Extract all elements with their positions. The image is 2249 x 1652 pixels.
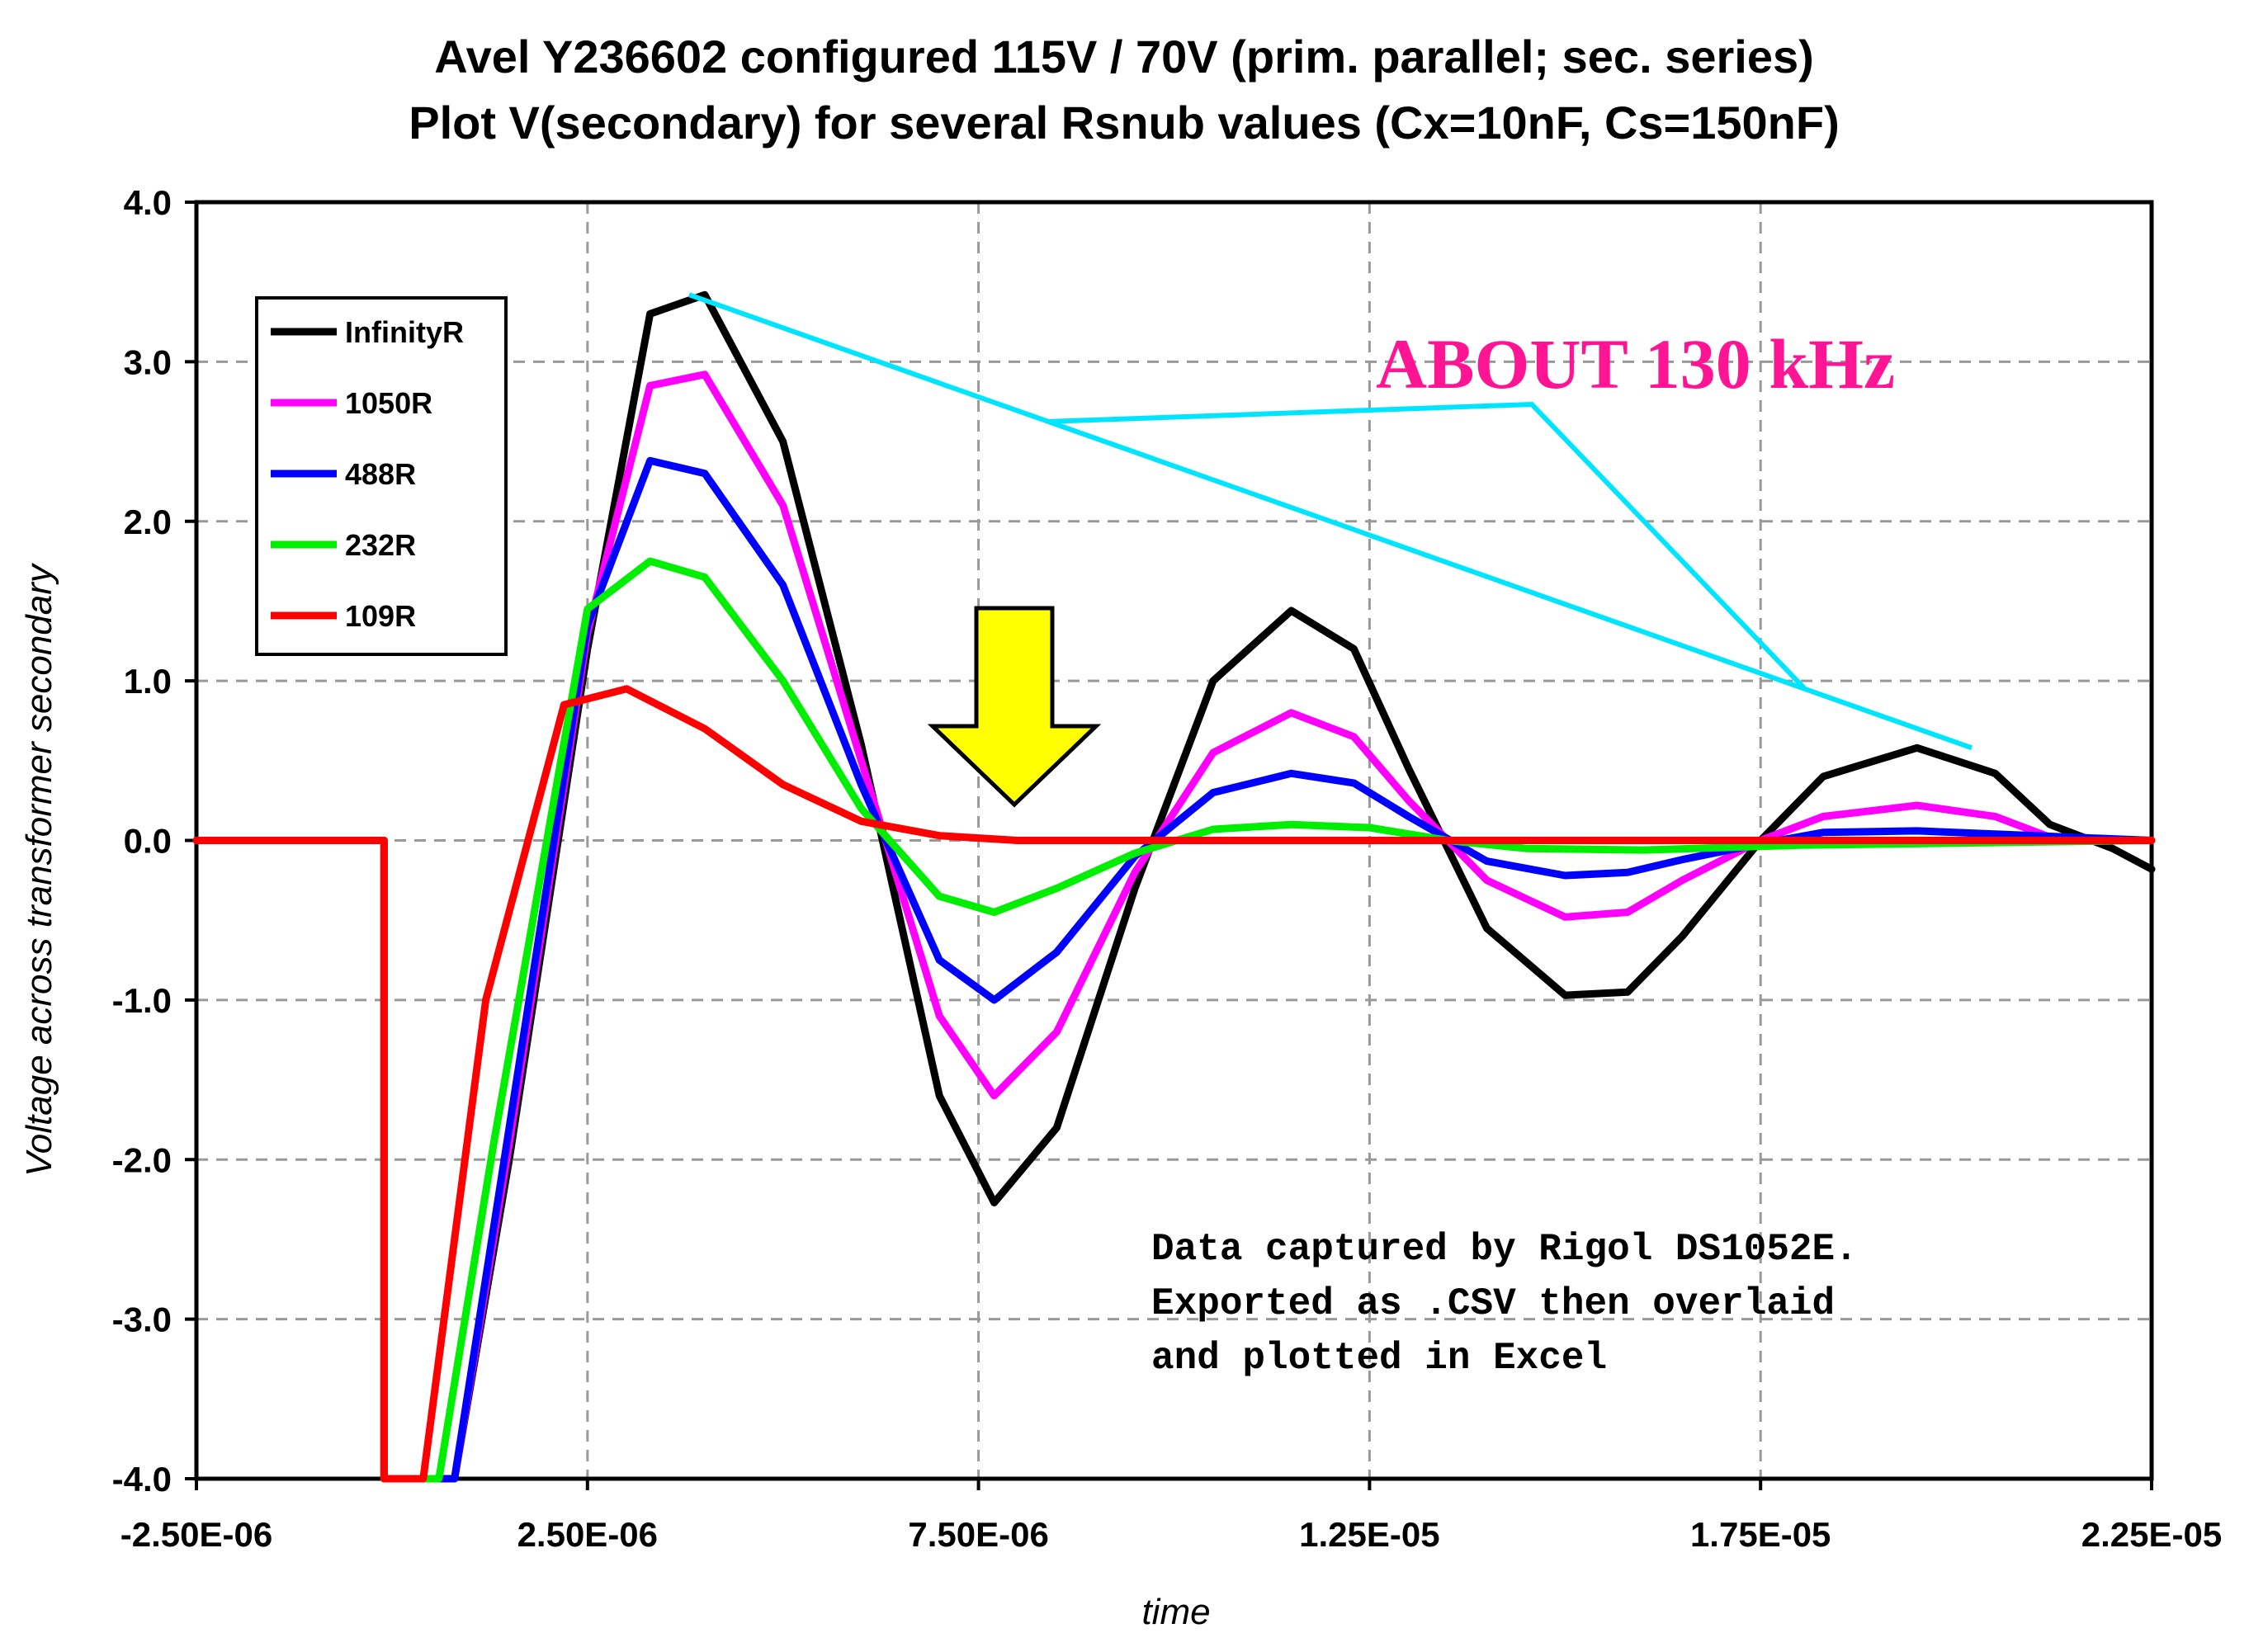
series-line-109r [192,685,2156,1483]
y-tick-label: 3.0 [124,342,172,381]
y-tick-label: 1.0 [124,662,172,701]
y-tick-label: 2.0 [124,503,172,541]
y-tick-label: -3.0 [112,1300,172,1339]
note-line-1: Data captured by Rigol DS1052E. [1151,1228,1858,1271]
series-layer [192,290,2156,1483]
note-line-2: Exported as .CSV then overlaid [1151,1282,1835,1325]
x-tick-label: 2.50E-06 [517,1515,658,1554]
down-arrow-icon [927,606,1102,808]
y-tick-label: -2.0 [112,1140,172,1179]
x-axis-label: time [1141,1592,1210,1632]
chart-title: Avel Y236602 configured 115V / 70V (prim… [434,31,1814,83]
legend-label: 109R [345,599,416,633]
legend-label: 488R [345,457,416,491]
axis-ticks: -2.50E-06 2.50E-06 7.50E-06 1.25E-05 1.75E-0… [112,183,2223,1554]
y-tick-label: 4.0 [124,183,172,222]
y-tick-label: 0.0 [124,822,172,861]
x-tick-label: -2.50E-06 [120,1515,272,1554]
legend: InfinityR 1050R 488R 232R 109R [255,296,508,656]
y-tick-label: -4.0 [112,1460,172,1499]
series-line-232r [192,557,2156,1483]
legend-label: 1050R [345,386,432,420]
envelope-annotation [687,292,1973,751]
note-line-3: and plotted in Excel [1151,1337,1607,1380]
frequency-annotation: ABOUT 130 kHz [1376,324,1895,404]
legend-label: 232R [345,528,416,562]
callout-line [1048,401,1807,691]
x-tick-label: 7.50E-06 [908,1515,1048,1554]
envelope-line [687,292,1973,751]
y-tick-label: -1.0 [112,981,172,1020]
data-note: Data captured by Rigol DS1052E. Exported… [1151,1228,1858,1380]
legend-label: InfinityR [345,315,464,349]
chart-subtitle: Plot V(secondary) for several Rsnub valu… [409,97,1840,149]
y-axis-label: Voltage across transformer secondary [19,562,59,1177]
x-tick-label: 1.75E-05 [1690,1515,1831,1554]
x-tick-label: 1.25E-05 [1299,1515,1439,1554]
x-tick-label: 2.25E-05 [2081,1515,2222,1554]
